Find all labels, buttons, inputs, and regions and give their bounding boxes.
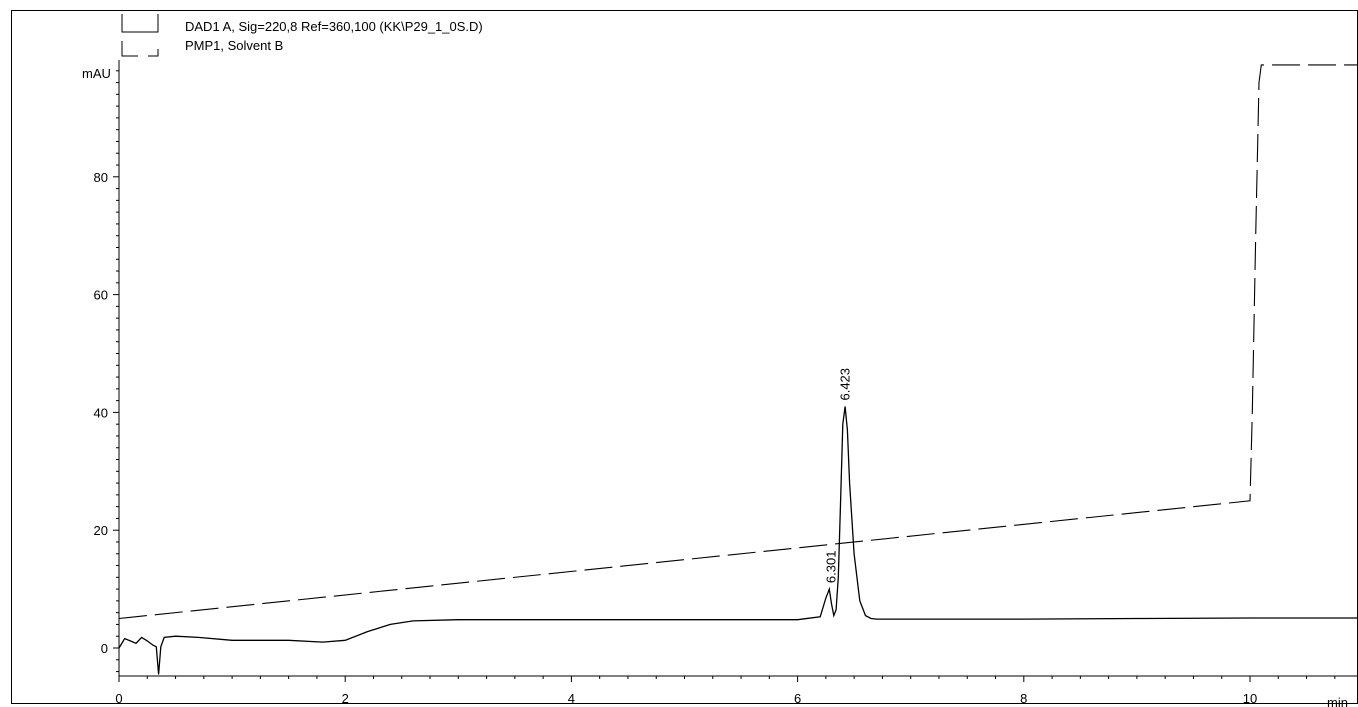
- x-tick-label: 10: [1243, 691, 1257, 706]
- legend-entry-0: DAD1 A, Sig=220,8 Ref=360,100 (KK\P29_1_…: [185, 19, 483, 34]
- y-tick-label: 20: [94, 523, 108, 538]
- series-line-0: [118, 406, 1358, 675]
- x-axis-label: min: [1327, 695, 1348, 707]
- peak-label: 6.423: [837, 368, 852, 401]
- chart-frame: [11, 10, 1358, 704]
- peak-label: 6.301: [824, 551, 839, 584]
- y-tick-label: 60: [94, 288, 108, 303]
- y-tick-label: 0: [101, 641, 108, 656]
- x-tick-label: 4: [568, 691, 575, 706]
- series-line-1: [118, 64, 1358, 620]
- x-tick-label: 0: [115, 691, 122, 706]
- x-tick-label: 2: [342, 691, 349, 706]
- x-tick-label: 8: [1020, 691, 1027, 706]
- peak-labels: 6.301 6.423: [824, 368, 853, 583]
- axis-ticks: 0 20 40 60 80 0 2 4 6 8 10: [94, 70, 1336, 706]
- legend: DAD1 A, Sig=220,8 Ref=360,100 (KK\P29_1_…: [121, 14, 483, 57]
- series-lines: [118, 64, 1358, 675]
- legend-swatch-solid: [121, 14, 159, 33]
- y-tick-label: 80: [94, 170, 108, 185]
- x-tick-label: 6: [794, 691, 801, 706]
- legend-entry-1: PMP1, Solvent B: [185, 38, 283, 53]
- y-axis-label: mAU: [82, 66, 111, 81]
- y-tick-label: 40: [94, 405, 108, 420]
- legend-swatch-dashed: [121, 41, 159, 57]
